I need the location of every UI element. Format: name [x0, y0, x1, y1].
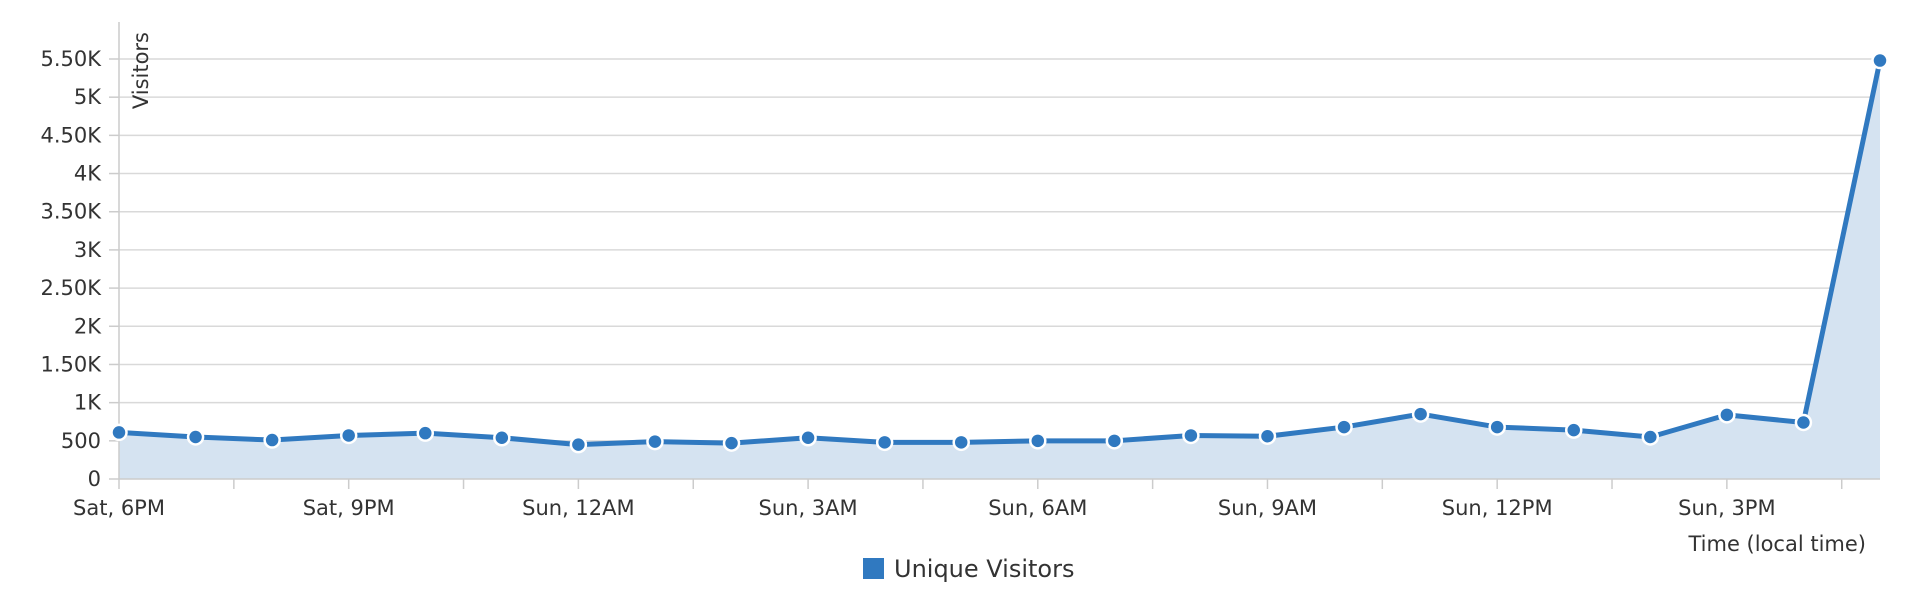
- legend-swatch-unique-visitors[interactable]: [863, 558, 884, 579]
- data-point[interactable]: [1411, 405, 1430, 423]
- y-tick-label: 3K: [74, 238, 102, 262]
- y-tick-label: 4K: [74, 162, 102, 186]
- data-point[interactable]: [875, 433, 894, 452]
- data-point[interactable]: [1335, 418, 1353, 436]
- data-point[interactable]: [263, 431, 281, 449]
- y-tick-label: 2.50K: [40, 276, 102, 300]
- data-point[interactable]: [799, 429, 817, 447]
- data-point[interactable]: [1794, 413, 1813, 432]
- axes: [109, 22, 1880, 489]
- series-area-fill: [119, 60, 1880, 479]
- data-point[interactable]: [1182, 426, 1200, 445]
- data-point[interactable]: [493, 429, 511, 447]
- y-tick-label: 0: [88, 467, 101, 491]
- x-tick-label: Sun, 6AM: [988, 496, 1087, 520]
- data-point[interactable]: [339, 426, 358, 445]
- legend[interactable]: Unique Visitors: [863, 555, 1074, 583]
- x-tick-label: Sun, 9AM: [1218, 496, 1317, 520]
- grid-lines: [119, 58, 1880, 442]
- y-tick-label: 500: [61, 429, 101, 453]
- data-point[interactable]: [1029, 432, 1047, 450]
- area-fill-layer: [119, 60, 1880, 479]
- x-tick-label: Sun, 3AM: [759, 496, 858, 520]
- data-point[interactable]: [569, 435, 588, 454]
- data-point[interactable]: [110, 423, 128, 442]
- x-tick-label: Sun, 12AM: [522, 496, 635, 520]
- x-axis-tick-labels: Sat, 6PM Sat, 9PM Sun, 12AM Sun, 3AM Sun, 6A…: [73, 496, 1776, 520]
- x-tick-label: Sun, 3PM: [1678, 496, 1775, 520]
- y-tick-label: 1.50K: [40, 352, 102, 376]
- y-tick-label: 5K: [74, 85, 102, 109]
- x-tick-label: Sat, 6PM: [73, 496, 165, 520]
- data-points: [110, 51, 1889, 454]
- series-line-unique-visitors: [116, 58, 1883, 448]
- data-point[interactable]: [952, 433, 970, 452]
- x-tick-label: Sat, 9PM: [303, 496, 395, 520]
- data-point[interactable]: [1564, 421, 1583, 439]
- legend-label-unique-visitors[interactable]: Unique Visitors: [894, 555, 1074, 583]
- data-point[interactable]: [1871, 51, 1889, 70]
- x-axis-title: Time (local time): [1687, 532, 1866, 556]
- y-axis-title: Visitors: [129, 32, 153, 109]
- data-point[interactable]: [1488, 418, 1506, 436]
- data-point[interactable]: [1258, 427, 1277, 445]
- data-point[interactable]: [1641, 428, 1660, 446]
- x-tick-label: Sun, 12PM: [1442, 496, 1553, 520]
- y-tick-label: 2K: [74, 314, 102, 338]
- y-tick-label: 1K: [74, 391, 102, 415]
- series-line-layer: [116, 58, 1883, 448]
- data-point[interactable]: [646, 432, 664, 451]
- data-point[interactable]: [416, 424, 435, 442]
- data-point[interactable]: [1105, 432, 1124, 450]
- y-tick-label: 4.50K: [40, 123, 102, 147]
- y-tick-label: 5.50K: [40, 47, 102, 71]
- data-point[interactable]: [1718, 406, 1736, 424]
- y-axis-tick-labels: 0 500 1K 1.50K 2K 2.50K 3K 3.50K 4K 4.50K 5K 5.50K: [40, 47, 102, 491]
- data-point[interactable]: [186, 428, 205, 446]
- data-point[interactable]: [722, 434, 741, 452]
- y-tick-label: 3.50K: [40, 200, 102, 224]
